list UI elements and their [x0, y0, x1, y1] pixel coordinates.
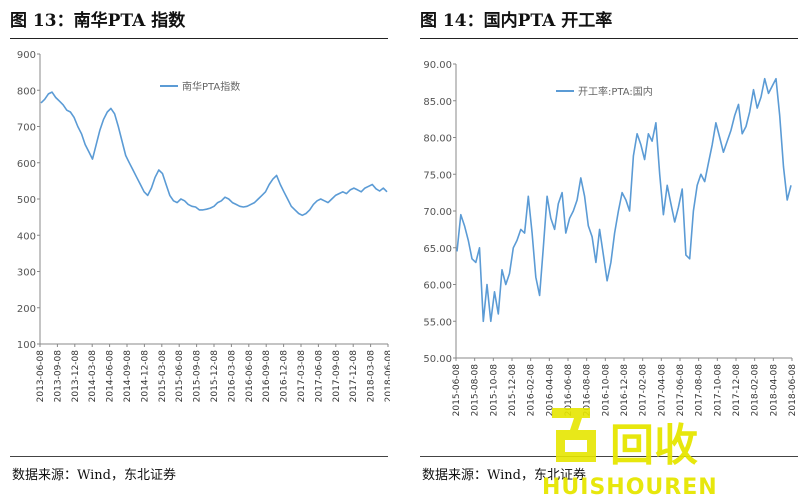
x-tick-label: 2018-02-08 [751, 364, 761, 417]
y-tick-label: 65.00 [423, 244, 452, 255]
x-tick-label: 2017-04-08 [657, 364, 667, 417]
x-tick-label: 2016-04-08 [545, 364, 555, 417]
y-tick-label: 60.00 [423, 281, 452, 292]
chart-panel-pta-operating-rate: 图 14：国内PTA 开工率 90.00 85.00 80.00 75.00 70.00… [420, 0, 800, 500]
x-tick-label: 2015-09-08 [193, 350, 203, 403]
x-tick-label: 2016-10-08 [601, 364, 611, 417]
x-tick-label: 2013-06-08 [36, 350, 46, 403]
legend-label: 开工率:PTA:国内 [578, 85, 653, 98]
source-rule [10, 456, 388, 457]
x-tick-label: 2017-12-08 [349, 350, 359, 403]
y-tick-label: 200 [17, 304, 36, 315]
x-tick-label: 2016-06-08 [564, 364, 574, 417]
chart-panel-nanhua-pta-index: 图 13：南华PTA 指数 900 800 700 600 500 400 300 200 10… [10, 0, 390, 500]
x-tick-label: 2016-08-08 [583, 364, 593, 417]
x-tick-label: 2016-12-08 [620, 364, 630, 417]
watermark-logo: 回收 HUISHOUREN [542, 408, 718, 500]
x-tick-label: 2013-09-08 [53, 350, 63, 403]
legend: 南华PTA指数 [160, 80, 240, 93]
y-tick-label: 900 [17, 50, 36, 61]
x-tick-label: 2014-03-08 [88, 350, 98, 403]
x-tick-label: 2018-06-08 [788, 364, 798, 417]
y-tick-label: 800 [17, 86, 36, 97]
x-tick-label: 2014-12-08 [140, 350, 150, 403]
title-rule [420, 38, 798, 39]
series-line-1 [456, 77, 792, 323]
x-tick-label: 2015-06-08 [175, 350, 185, 403]
x-tick-label: 2015-12-08 [508, 364, 518, 417]
data-source-note: 数据来源：Wind，东北证券 [12, 468, 176, 483]
legend-label: 南华PTA指数 [182, 80, 240, 93]
x-tick-label: 2014-06-08 [106, 350, 116, 403]
y-tick-label: 90.00 [423, 60, 452, 71]
x-tick-label: 2018-06-08 [384, 350, 390, 403]
x-tick-label: 2016-02-08 [527, 364, 537, 417]
x-tick-label: 2015-12-08 [210, 350, 220, 403]
y-tick-label: 400 [17, 231, 36, 242]
y-tick-label: 600 [17, 159, 36, 170]
x-tick-label: 2017-02-08 [639, 364, 649, 417]
legend: 开工率:PTA:国内 [556, 85, 653, 98]
x-tick-label: 2017-12-08 [732, 364, 742, 417]
series-line-0 [40, 91, 388, 217]
y-tick-label: 85.00 [423, 97, 452, 108]
x-tick-label: 2017-10-08 [713, 364, 723, 417]
watermark-text-cn: 回收 [610, 420, 698, 471]
x-tick-label: 2014-09-08 [123, 350, 133, 403]
x-tick-label: 2015-06-08 [452, 364, 462, 417]
x-tick-label: 2017-06-08 [314, 350, 324, 403]
x-tick-label: 2016-09-08 [262, 350, 272, 403]
x-tick-label: 2017-09-08 [332, 350, 342, 403]
title-rule [10, 38, 388, 39]
figure-title: 图 13：南华PTA 指数 [10, 11, 186, 31]
y-tick-label: 100 [17, 340, 36, 351]
x-tick-label: 2018-03-08 [367, 350, 377, 403]
source-rule [420, 456, 798, 457]
y-tick-label: 70.00 [423, 207, 452, 218]
x-tick-label: 2015-03-08 [158, 350, 168, 403]
y-tick-label: 55.00 [423, 317, 452, 328]
x-tick-label: 2016-03-08 [227, 350, 237, 403]
recycle-logo-icon [552, 408, 596, 462]
y-tick-label: 80.00 [423, 134, 452, 145]
x-tick-label: 2013-12-08 [71, 350, 81, 403]
y-tick-label: 300 [17, 268, 36, 279]
data-source-note: 数据来源：Wind，东北证券 [422, 468, 586, 483]
y-tick-label: 500 [17, 195, 36, 206]
x-tick-label: 2017-08-08 [695, 364, 705, 417]
figure-title: 图 14：国内PTA 开工率 [420, 11, 613, 31]
watermark-text-en: HUISHOUREN [542, 475, 718, 500]
x-tick-label: 2017-06-08 [676, 364, 686, 417]
y-tick-label: 700 [17, 123, 36, 134]
x-tick-label: 2015-08-08 [471, 364, 481, 417]
x-tick-label: 2016-06-08 [245, 350, 255, 403]
x-tick-label: 2018-04-08 [769, 364, 779, 417]
x-tick-label: 2016-12-08 [280, 350, 290, 403]
x-tick-label: 2017-03-08 [297, 350, 307, 403]
x-tick-label: 2015-10-08 [489, 364, 499, 417]
y-tick-label: 75.00 [423, 170, 452, 181]
y-tick-label: 50.00 [423, 354, 452, 365]
line-chart-pta-operating-rate: 90.00 85.00 80.00 75.00 70.00 65.00 60.00 55.00… [423, 60, 798, 417]
